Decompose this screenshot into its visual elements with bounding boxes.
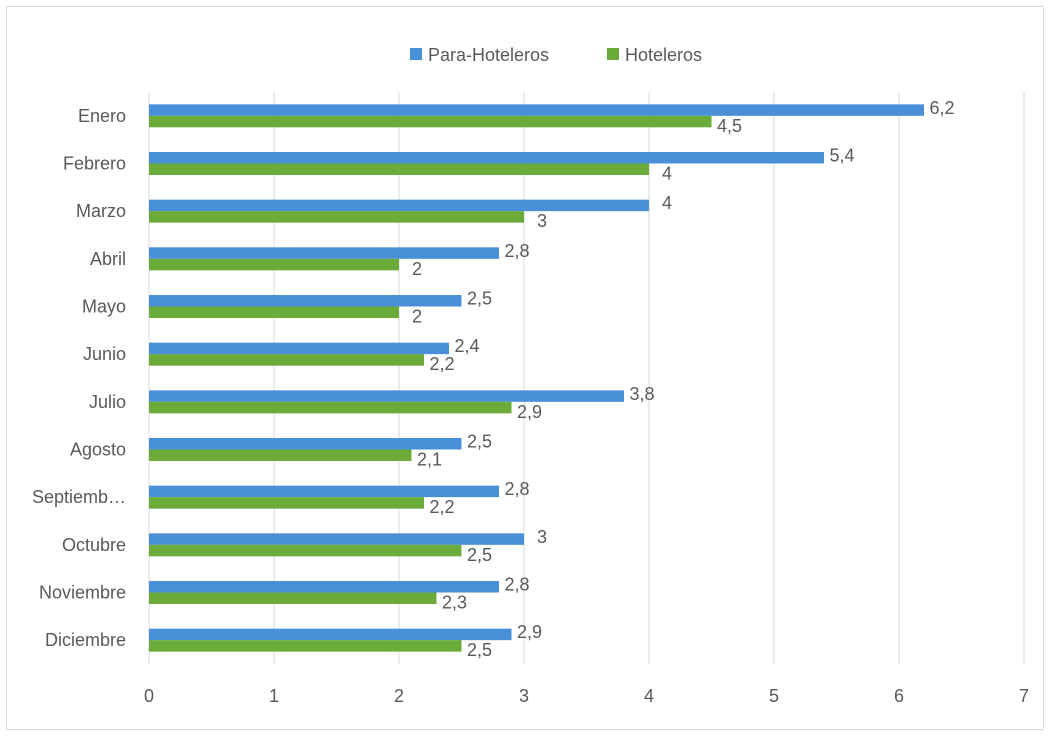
category-label: Marzo	[76, 201, 126, 221]
bar	[149, 628, 512, 641]
category-label: Julio	[89, 392, 126, 412]
x-tick-label: 4	[644, 686, 654, 706]
bar	[149, 306, 399, 318]
bar	[149, 401, 512, 414]
data-label: 5,4	[829, 146, 854, 166]
data-label: 2	[412, 307, 422, 327]
data-label: 2,2	[429, 354, 454, 374]
category-labels: Enero Febrero Marzo Abril Mayo Junio Julio Agos…	[32, 106, 126, 650]
x-tick-label: 1	[269, 686, 279, 706]
legend-label-para-hoteleros: Para-Hoteleros	[428, 45, 549, 65]
bar	[149, 544, 462, 557]
bar	[149, 533, 524, 545]
x-tick-label: 6	[894, 686, 904, 706]
data-label: 2,5	[467, 545, 492, 565]
bar	[149, 258, 399, 271]
data-label: 2,1	[417, 450, 442, 470]
category-label: Agosto	[70, 440, 126, 460]
bar	[149, 354, 424, 366]
data-label: 4	[662, 193, 672, 213]
x-tick-label: 3	[519, 686, 529, 706]
category-label: Enero	[78, 106, 126, 126]
data-label: 2	[412, 259, 422, 279]
x-tick-label: 2	[394, 686, 404, 706]
bar	[149, 247, 499, 259]
data-label: 4	[662, 164, 672, 184]
bar	[149, 438, 462, 450]
data-labels: 6,24,55,44432,822,522,42,23,82,92,52,12,…	[412, 98, 955, 660]
bar	[149, 449, 412, 461]
bar	[149, 581, 499, 593]
data-label: 3	[537, 211, 547, 231]
gridlines	[148, 92, 1025, 664]
data-label: 2,5	[467, 432, 492, 452]
category-label: Junio	[83, 344, 126, 364]
legend: Para-Hoteleros Hoteleros	[410, 45, 702, 65]
data-label: 3	[537, 527, 547, 547]
x-tick-label: 5	[769, 686, 779, 706]
bar	[149, 163, 649, 175]
category-label: Mayo	[82, 297, 126, 317]
data-label: 6,2	[929, 98, 954, 118]
data-label: 2,8	[504, 241, 529, 261]
bars	[149, 104, 924, 652]
category-label: Diciembre	[45, 630, 126, 650]
data-label: 2,8	[504, 479, 529, 499]
category-label: Septiemb…	[32, 487, 126, 507]
data-label: 2,3	[442, 593, 467, 613]
category-label: Febrero	[63, 154, 126, 174]
bar	[149, 211, 524, 223]
x-tick-label: 0	[144, 686, 154, 706]
data-label: 2,9	[517, 402, 542, 422]
legend-swatch-hoteleros	[607, 48, 619, 60]
bar	[149, 104, 924, 116]
x-tick-label: 7	[1019, 686, 1029, 706]
data-label: 2,9	[517, 622, 542, 642]
category-label: Octubre	[62, 535, 126, 555]
bar	[149, 115, 712, 128]
category-label: Abril	[90, 249, 126, 269]
legend-label-hoteleros: Hoteleros	[625, 45, 702, 65]
data-label: 2,5	[467, 289, 492, 309]
data-label: 2,2	[429, 497, 454, 517]
data-label: 2,4	[454, 336, 479, 356]
data-label: 3,8	[629, 384, 654, 404]
bar	[149, 152, 824, 164]
bar	[149, 342, 449, 355]
data-label: 2,5	[467, 640, 492, 660]
bar	[149, 199, 649, 212]
bar	[149, 295, 462, 307]
data-label: 2,8	[504, 575, 529, 595]
bar	[149, 390, 624, 402]
bar	[149, 485, 499, 498]
data-label: 4,5	[717, 116, 742, 136]
bar	[149, 497, 424, 509]
bar	[149, 592, 437, 604]
bar	[149, 640, 462, 652]
category-label: Noviembre	[39, 583, 126, 603]
x-tick-labels: 0 1 2 3 4 5 6 7	[144, 686, 1029, 706]
legend-swatch-para-hoteleros	[410, 48, 422, 60]
